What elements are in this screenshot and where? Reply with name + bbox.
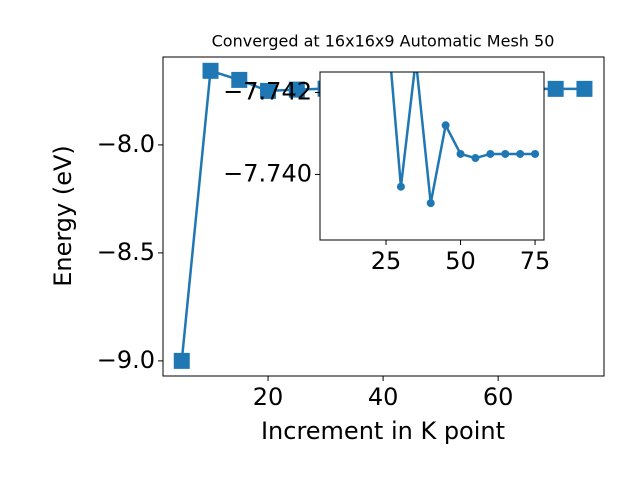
marker <box>576 80 593 97</box>
marker <box>486 149 495 158</box>
series <box>382 7 540 208</box>
marker <box>382 7 390 15</box>
marker <box>396 182 405 191</box>
marker <box>173 352 190 369</box>
x-tick-label: 50 <box>445 247 476 275</box>
x-axis-label: Increment in K point <box>261 417 505 445</box>
y-tick-label: −7.740 <box>223 159 312 187</box>
marker <box>516 149 525 158</box>
x-tick-label: 75 <box>520 247 551 275</box>
marker <box>288 81 305 98</box>
y-axis-label: Energy (eV) <box>49 145 77 287</box>
axes: 25 50 75 −7.742 −7.740 <box>223 7 551 275</box>
marker <box>426 199 435 208</box>
x-tick-label: 20 <box>253 383 284 411</box>
marker <box>441 121 450 130</box>
y-tick-label: −7.742 <box>223 77 312 105</box>
plot-area <box>320 72 544 240</box>
x-tick-label: 25 <box>371 247 402 275</box>
axes-frame <box>319 71 545 241</box>
chart-title: Converged at 16x16x9 Automatic Mesh 50 <box>212 32 555 51</box>
y-tick-label: −9.0 <box>97 346 155 374</box>
marker <box>456 149 465 158</box>
y-tick-label: −8.0 <box>97 130 155 158</box>
marker <box>501 149 510 158</box>
marker <box>547 80 564 97</box>
x-tick-label: 40 <box>368 383 399 411</box>
marker <box>202 62 219 79</box>
marker <box>531 149 540 158</box>
marker <box>471 154 480 163</box>
marker <box>231 71 248 88</box>
x-tick-label: 60 <box>483 383 514 411</box>
y-tick-label: −8.5 <box>97 238 155 266</box>
marker <box>260 82 277 99</box>
axes-frame <box>162 56 605 377</box>
